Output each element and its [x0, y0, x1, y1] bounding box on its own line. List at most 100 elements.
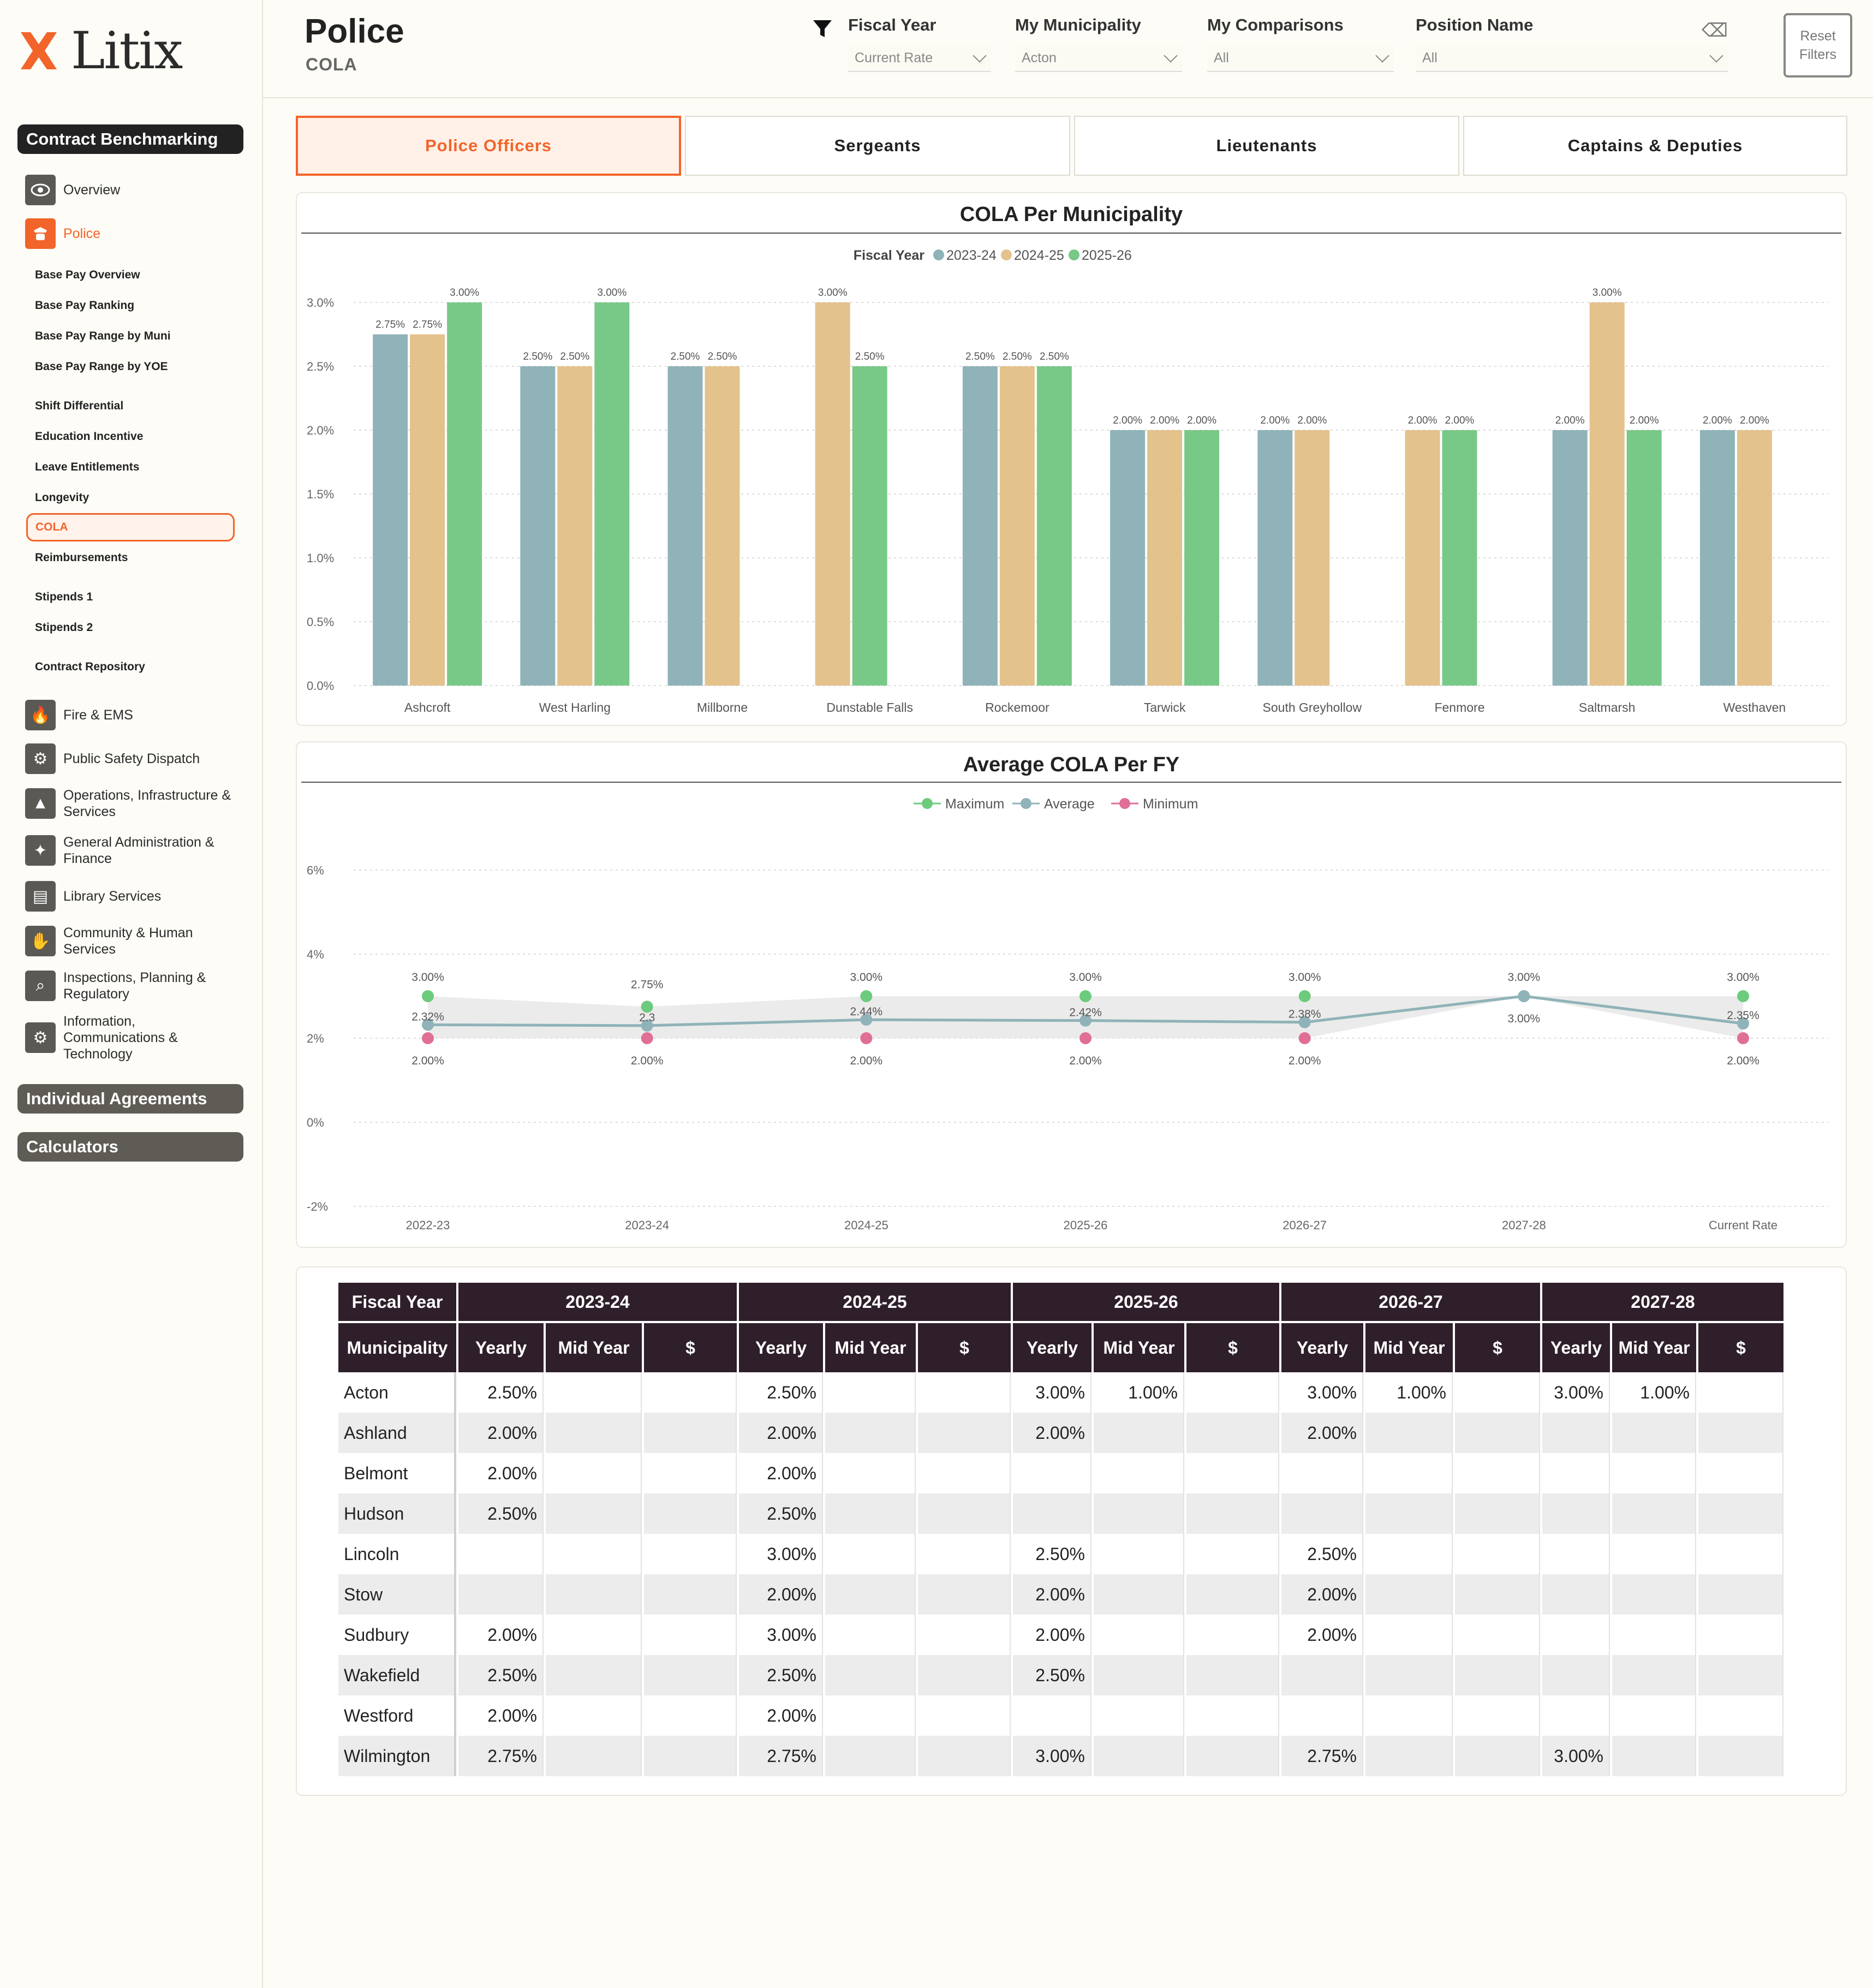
nav-stipends-2[interactable]: Stipends 2	[35, 621, 93, 634]
minimum-point[interactable]	[1079, 1032, 1091, 1044]
nav-stipends-1[interactable]: Stipends 1	[35, 591, 93, 603]
my-comparisons-dropdown[interactable]: All	[1207, 45, 1394, 72]
nav-library[interactable]: ▤ Library Services	[25, 881, 161, 912]
bar[interactable]	[852, 366, 887, 686]
minimum-point[interactable]	[1298, 1032, 1311, 1044]
bar[interactable]	[1589, 302, 1625, 686]
bar[interactable]	[1257, 430, 1293, 686]
nav-longevity[interactable]: Longevity	[35, 491, 90, 504]
minimum-point[interactable]	[1737, 1032, 1749, 1044]
section-calculators[interactable]: Calculators	[17, 1132, 243, 1162]
bar[interactable]	[815, 302, 850, 686]
bar[interactable]	[1442, 430, 1477, 686]
table-row[interactable]: Wakefield 2.50% 2.50% 2.50%	[338, 1655, 1783, 1695]
bar[interactable]	[1405, 430, 1440, 686]
maximum-point[interactable]	[1079, 990, 1091, 1002]
fiscal-year-dropdown[interactable]: Current Rate	[848, 45, 991, 72]
bar[interactable]	[1626, 430, 1662, 686]
nav-general-admin[interactable]: ✦ General Administration & Finance	[25, 834, 227, 867]
mid-year-column-header[interactable]: Mid Year	[1612, 1321, 1696, 1372]
average-point[interactable]	[860, 1014, 873, 1026]
maximum-point[interactable]	[1737, 990, 1749, 1002]
position-name-dropdown[interactable]: All	[1416, 45, 1728, 72]
table-row[interactable]: Wilmington 2.75% 2.75% 3.00% 2.75% 3.00%	[338, 1736, 1783, 1776]
nav-police[interactable]: Police	[25, 218, 100, 249]
maximum-point[interactable]	[641, 1001, 653, 1013]
nav-shift-differential[interactable]: Shift Differential	[35, 400, 124, 412]
average-point[interactable]	[1518, 990, 1530, 1002]
bar[interactable]	[410, 334, 445, 686]
bar[interactable]	[1737, 430, 1772, 686]
mid-year-column-header[interactable]: Mid Year	[1094, 1321, 1184, 1372]
table-row[interactable]: Acton 2.50% 2.50% 3.00% 1.00% 3.00% 1.00% 3.00%…	[338, 1372, 1783, 1413]
nav-leave-entitlements[interactable]: Leave Entitlements	[35, 461, 140, 473]
bar[interactable]	[705, 366, 740, 686]
dollar-column-header[interactable]: $	[1186, 1321, 1279, 1372]
section-individual-agreements[interactable]: Individual Agreements	[17, 1084, 243, 1114]
yearly-column-header[interactable]: Yearly	[1013, 1321, 1091, 1372]
dollar-column-header[interactable]: $	[1698, 1321, 1783, 1372]
bar[interactable]	[373, 334, 408, 686]
nav-education-incentive[interactable]: Education Incentive	[35, 430, 144, 443]
section-contract-benchmarking[interactable]: Contract Benchmarking	[17, 124, 243, 154]
nav-overview[interactable]: Overview	[25, 175, 120, 205]
dollar-column-header[interactable]: $	[918, 1321, 1011, 1372]
bar[interactable]	[999, 366, 1035, 686]
bar[interactable]	[1699, 430, 1735, 686]
mid-year-column-header[interactable]: Mid Year	[546, 1321, 642, 1372]
bar[interactable]	[1295, 430, 1330, 686]
average-point[interactable]	[1737, 1017, 1749, 1030]
average-point[interactable]	[422, 1019, 434, 1031]
nav-base-pay-range-muni[interactable]: Base Pay Range by Muni	[35, 330, 171, 342]
nav-community[interactable]: ✋ Community & Human Services	[25, 925, 222, 957]
table-row[interactable]: Belmont 2.00% 2.00%	[338, 1453, 1783, 1493]
municipality-column-header[interactable]: Municipality	[338, 1321, 456, 1372]
nav-operations[interactable]: ▲ Operations, Infrastructure & Services	[25, 787, 238, 820]
nav-contract-repository[interactable]: Contract Repository	[35, 660, 145, 673]
table-row[interactable]: Westford 2.00% 2.00%	[338, 1695, 1783, 1736]
table-row[interactable]: Lincoln 3.00% 2.50% 2.50%	[338, 1534, 1783, 1574]
my-municipality-dropdown[interactable]: Acton	[1015, 45, 1182, 72]
nav-inspections[interactable]: ⌕ Inspections, Planning & Regulatory	[25, 969, 232, 1002]
nav-information-tech[interactable]: ⚙ Information, Communications & Technolo…	[25, 1013, 205, 1062]
average-point[interactable]	[641, 1019, 653, 1032]
yearly-column-header[interactable]: Yearly	[1542, 1321, 1610, 1372]
nav-base-pay-overview[interactable]: Base Pay Overview	[35, 269, 140, 281]
maximum-point[interactable]	[860, 990, 873, 1002]
yearly-column-header[interactable]: Yearly	[1281, 1321, 1363, 1372]
minimum-point[interactable]	[422, 1032, 434, 1044]
bar[interactable]	[594, 302, 630, 686]
nav-reimbursements[interactable]: Reimbursements	[35, 551, 128, 564]
minimum-point[interactable]	[641, 1032, 653, 1044]
bar[interactable]	[667, 366, 703, 686]
nav-public-safety-dispatch[interactable]: ⚙ Public Safety Dispatch	[25, 743, 200, 774]
yearly-column-header[interactable]: Yearly	[739, 1321, 823, 1372]
average-point[interactable]	[1079, 1014, 1091, 1027]
nav-base-pay-ranking[interactable]: Base Pay Ranking	[35, 299, 135, 312]
tab-lieutenants[interactable]: Lieutenants	[1074, 116, 1459, 176]
table-row[interactable]: Stow 2.00% 2.00% 2.00%	[338, 1574, 1783, 1615]
table-row[interactable]: Hudson 2.50% 2.50%	[338, 1493, 1783, 1534]
mid-year-column-header[interactable]: Mid Year	[825, 1321, 916, 1372]
maximum-point[interactable]	[1298, 990, 1311, 1002]
maximum-point[interactable]	[422, 990, 434, 1002]
litix-logo[interactable]: Litix	[19, 21, 183, 81]
bar[interactable]	[1110, 430, 1146, 686]
table-row[interactable]: Ashland 2.00% 2.00% 2.00% 2.00%	[338, 1413, 1783, 1453]
bar[interactable]	[557, 366, 593, 686]
bar[interactable]	[1552, 430, 1588, 686]
minimum-point[interactable]	[860, 1032, 873, 1044]
yearly-column-header[interactable]: Yearly	[458, 1321, 544, 1372]
bar[interactable]	[520, 366, 556, 686]
bar[interactable]	[1036, 366, 1072, 686]
reset-filters-button[interactable]: Reset Filters	[1783, 13, 1852, 78]
bar[interactable]	[447, 302, 482, 686]
tab-police-officers[interactable]: Police Officers	[296, 116, 681, 176]
tab-sergeants[interactable]: Sergeants	[685, 116, 1070, 176]
dollar-column-header[interactable]: $	[1455, 1321, 1540, 1372]
average-point[interactable]	[1298, 1016, 1311, 1028]
nav-fire-ems[interactable]: 🔥 Fire & EMS	[25, 700, 133, 730]
eraser-icon[interactable]: ⌫	[1702, 20, 1728, 41]
bar[interactable]	[1184, 430, 1220, 686]
nav-base-pay-range-yoe[interactable]: Base Pay Range by YOE	[35, 360, 168, 373]
